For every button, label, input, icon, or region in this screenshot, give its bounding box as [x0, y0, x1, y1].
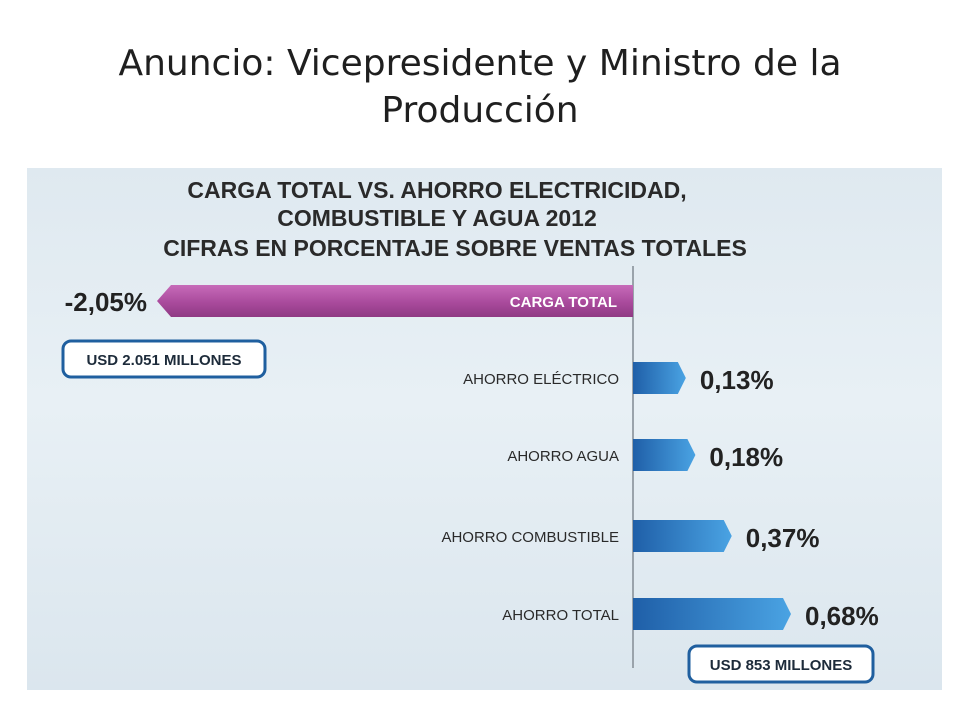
- chart-title: CARGA TOTAL VS. AHORRO ELECTRICIDAD,COMB…: [163, 177, 747, 261]
- bar-ahorro-agua: [633, 439, 696, 471]
- callout-text-2: USD 853 MILLONES: [710, 657, 853, 674]
- bar-chart: CARGA TOTAL VS. AHORRO ELECTRICIDAD,COMB…: [61, 177, 879, 684]
- chart-title-line-3: CIFRAS EN PORCENTAJE SOBRE VENTAS TOTALE…: [163, 235, 747, 261]
- category-label-ahorro-combustible: AHORRO COMBUSTIBLE: [441, 529, 619, 546]
- bar-carga-total: [157, 285, 633, 317]
- chart-title-line-2: COMBUSTIBLE Y AGUA 2012: [277, 205, 597, 231]
- callout-text-1: USD 2.051 MILLONES: [86, 352, 241, 369]
- value-label-ahorro-total: 0,68%: [805, 601, 879, 631]
- value-label-ahorro-el-ctrico: 0,13%: [700, 365, 774, 395]
- category-label-ahorro-el-ctrico: AHORRO ELÉCTRICO: [463, 371, 619, 388]
- value-label-ahorro-combustible: 0,37%: [746, 523, 820, 553]
- callout-box-2: [687, 644, 875, 684]
- bars-group: CARGA TOTAL -2,05% AHORRO ELÉCTRICO 0,13% AH…: [61, 285, 879, 684]
- value-label-carga-total: -2,05%: [65, 287, 147, 317]
- chart-title-line-1: CARGA TOTAL VS. AHORRO ELECTRICIDAD,: [187, 177, 686, 203]
- callout-box-1: [61, 339, 267, 379]
- value-label-ahorro-agua: 0,18%: [709, 442, 783, 472]
- bar-ahorro-combustible: [633, 520, 732, 552]
- bar-ahorro-el-ctrico: [633, 362, 686, 394]
- category-label-carga-total: CARGA TOTAL: [510, 294, 617, 311]
- category-label-ahorro-agua: AHORRO AGUA: [507, 448, 619, 465]
- chart-panel: CARGA TOTAL VS. AHORRO ELECTRICIDAD, COMB…: [27, 168, 942, 690]
- category-label-ahorro-total: AHORRO TOTAL: [502, 607, 619, 624]
- slide-title: Anuncio: Vicepresidente y Ministro de la…: [118, 43, 842, 131]
- bar-ahorro-total: [633, 598, 791, 630]
